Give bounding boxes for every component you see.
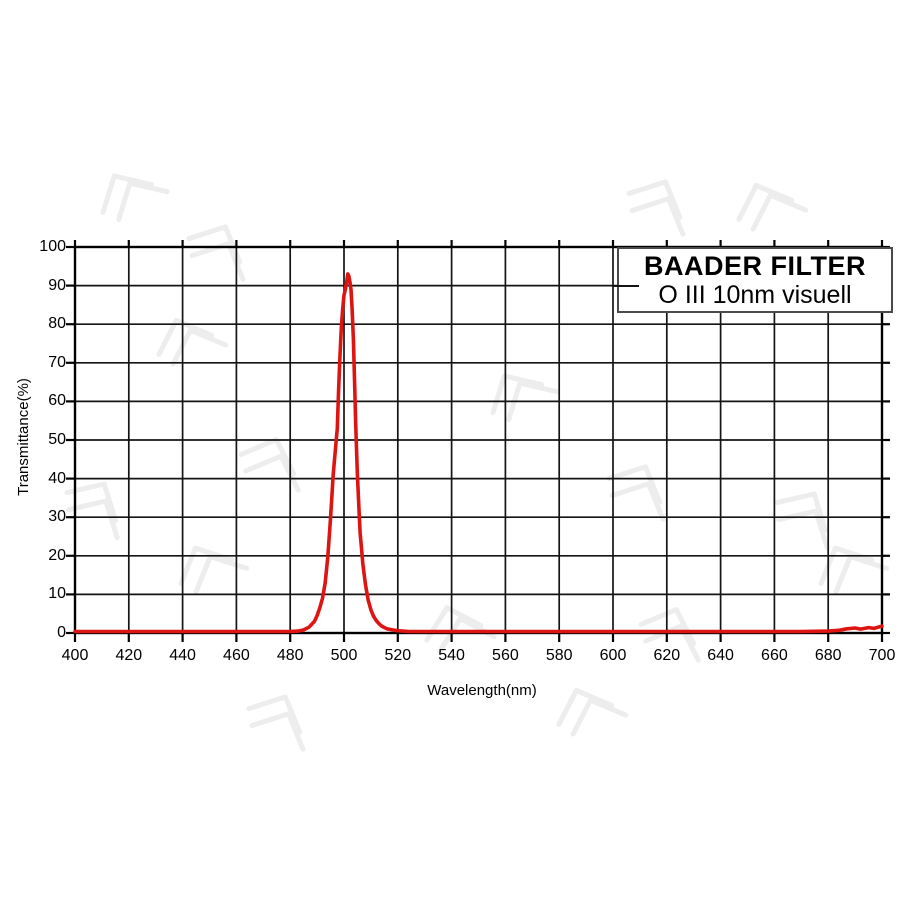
watermark-chevron-icon — [626, 179, 686, 237]
title-box: BAADER FILTER O III 10nm visuell — [617, 247, 893, 313]
y-tick-label: 20 — [48, 546, 66, 564]
watermark-chevron-icon — [238, 437, 301, 493]
watermark-chevron-icon — [64, 481, 120, 541]
transmission-curve — [73, 272, 884, 634]
x-tick-label: 480 — [276, 647, 304, 664]
y-tick-label: 0 — [57, 624, 66, 641]
x-axis-title: Wavelength(nm) — [427, 682, 537, 699]
watermark-chevron-icon — [156, 317, 229, 367]
watermark-chevron-icon — [736, 182, 809, 232]
x-tick-label: 440 — [169, 647, 196, 664]
y-tick-label: 70 — [48, 353, 66, 371]
x-tick-label: 660 — [761, 647, 788, 664]
watermark-chevron-icon — [246, 694, 306, 752]
x-tick-label: 680 — [814, 647, 842, 664]
x-tick-label: 640 — [707, 647, 734, 664]
x-tick-label: 620 — [653, 647, 681, 664]
y-tick-label: 100 — [39, 238, 66, 255]
watermark-chevron-icon — [186, 224, 246, 282]
gridline-stub — [613, 285, 639, 287]
y-tick-label: 90 — [48, 276, 66, 294]
x-tick-label: 600 — [599, 647, 627, 664]
watermark-chevron-icon — [100, 173, 170, 223]
watermark-chevron-icon — [178, 545, 250, 595]
y-tick-label: 80 — [48, 315, 66, 333]
y-tick-label: 30 — [48, 508, 66, 526]
x-tick-label: 400 — [61, 647, 89, 664]
x-tick-label: 580 — [545, 647, 573, 664]
x-tick-label: 520 — [384, 647, 412, 664]
x-tick-label: 700 — [868, 647, 896, 664]
x-tick-label: 460 — [223, 647, 250, 664]
watermark-chevron-icon — [556, 687, 629, 737]
y-tick-label: 50 — [48, 431, 66, 448]
y-tick-label: 10 — [48, 585, 66, 603]
x-tick-label: 420 — [115, 647, 143, 664]
watermark-chevron-icon — [490, 373, 560, 423]
filter-brand-title: BAADER FILTER — [644, 251, 866, 281]
filter-model-subtitle: O III 10nm visuell — [658, 281, 852, 309]
x-tick-label: 560 — [492, 647, 519, 664]
x-tick-label: 500 — [330, 647, 358, 664]
watermark-chevron-icon — [424, 605, 497, 654]
watermark-chevron-icon — [606, 464, 666, 522]
x-tick-label: 540 — [438, 647, 465, 664]
watermark-chevron-icon — [774, 491, 830, 551]
y-tick-label: 60 — [48, 392, 66, 410]
watermark-chevron-icon — [818, 545, 890, 595]
y-tick-label: 40 — [48, 469, 66, 487]
